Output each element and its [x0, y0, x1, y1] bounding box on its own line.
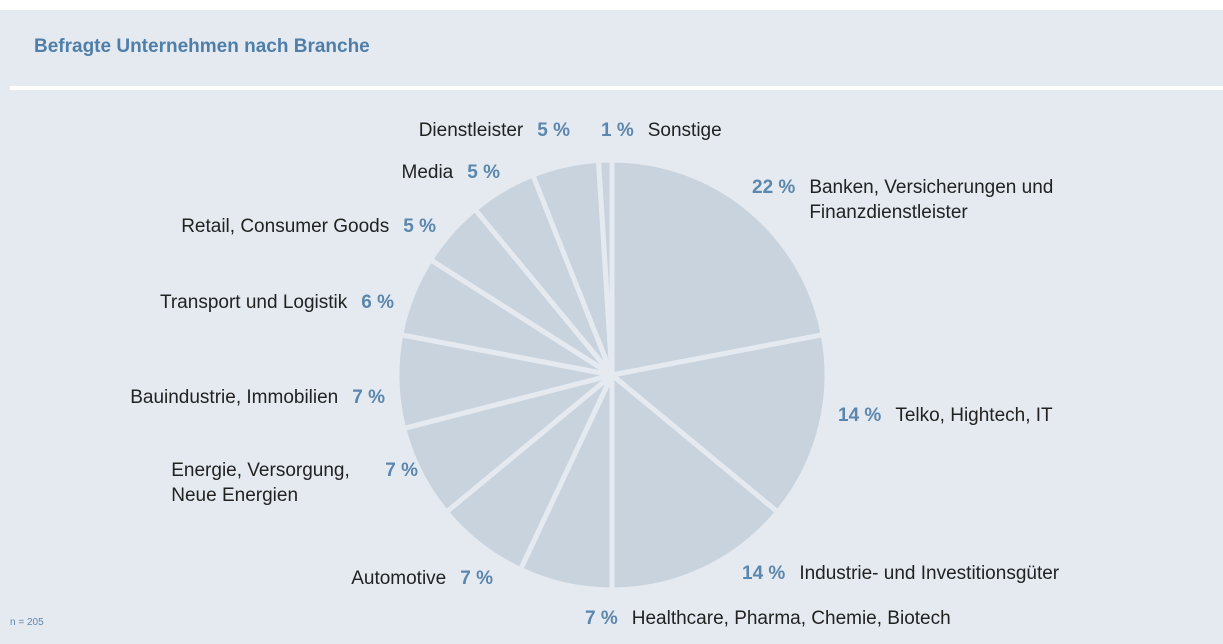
category-label: Sonstige: [647, 120, 722, 141]
title-rule: [10, 86, 1223, 90]
slice-label: 1 % Sonstige: [601, 118, 722, 143]
value-label: 7 %: [385, 460, 418, 481]
chart-title: Befragte Unternehmen nach Branche: [34, 36, 370, 57]
slice-label: 14 % Industrie- und Investitionsgüter: [742, 561, 1059, 586]
pie-slice: [609, 372, 781, 593]
category-label: Dienstleister: [418, 120, 524, 141]
category-label: Energie, Versorgung, Neue Energien: [171, 460, 350, 506]
slice-label: Automotive 7 %: [351, 566, 493, 591]
category-label: Telko, Hightech, IT: [895, 405, 1053, 426]
pie-slice: [609, 332, 830, 515]
category-label: Banken, Versicherungen und Finanzdienstl…: [809, 177, 1054, 223]
category-label: Automotive: [351, 568, 447, 589]
category-label: Bauindustrie, Immobilien: [130, 387, 339, 408]
value-label: 5 %: [537, 120, 570, 141]
category-label: Healthcare, Pharma, Chemie, Biotech: [631, 608, 951, 629]
value-label: 6 %: [361, 292, 394, 313]
value-label: 7 %: [352, 387, 385, 408]
category-label: Industrie- und Investitionsgüter: [799, 563, 1060, 584]
value-label: 5 %: [403, 216, 436, 237]
slice-label: Energie, Versorgung, Neue Energien 7 %: [171, 458, 418, 508]
category-label: Transport und Logistik: [159, 292, 348, 313]
value-label: 5 %: [467, 162, 500, 183]
slice-label: Media 5 %: [402, 160, 501, 185]
value-label: 14 %: [838, 405, 882, 426]
category-label: Media: [401, 162, 454, 183]
value-label: 22 %: [752, 177, 796, 198]
slice-label: Transport und Logistik 6 %: [160, 290, 394, 315]
footnote: n = 205: [10, 617, 44, 628]
pie-slice: [609, 157, 826, 378]
value-label: 14 %: [742, 563, 786, 584]
slice-label: Bauindustrie, Immobilien 7 %: [130, 385, 385, 410]
slice-label: Dienstleister 5 %: [419, 118, 570, 143]
slice-label: 7 % Healthcare, Pharma, Chemie, Biotech: [585, 606, 951, 631]
slice-label: 22 % Banken, Versicherungen und Finanzdie…: [752, 175, 1129, 225]
category-label: Retail, Consumer Goods: [181, 216, 390, 237]
slice-label: 14 % Telko, Hightech, IT: [838, 403, 1053, 428]
value-label: 1 %: [601, 120, 634, 141]
pie-slice: [596, 157, 615, 378]
value-label: 7 %: [460, 568, 493, 589]
value-label: 7 %: [585, 608, 618, 629]
slice-label: Retail, Consumer Goods 5 %: [181, 214, 436, 239]
